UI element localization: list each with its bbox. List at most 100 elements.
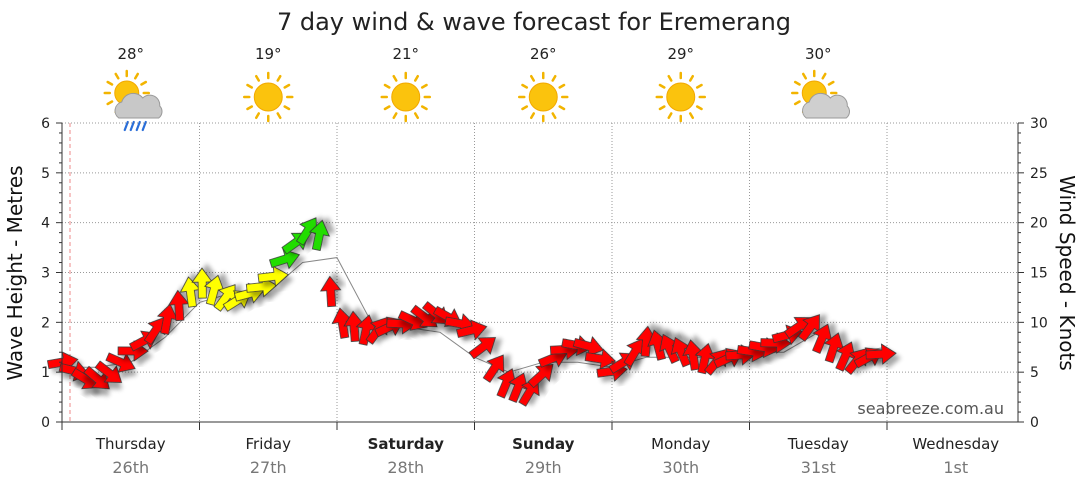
right-axis-title: Wind Speed - Knots xyxy=(1055,175,1079,371)
right-tick-label: 30 xyxy=(1030,116,1048,132)
sun-ray xyxy=(667,112,673,120)
sun-cloud-icon xyxy=(791,69,850,119)
wind-arrow xyxy=(179,276,202,308)
wind-arrow xyxy=(83,365,110,390)
right-tick-label: 20 xyxy=(1030,216,1048,232)
left-axis-title: Wave Height - Metres xyxy=(3,165,27,380)
left-tick-label: 3 xyxy=(41,266,50,282)
sun-ray xyxy=(558,105,566,111)
left-tick-label: 4 xyxy=(41,216,50,232)
day-date-label: 1st xyxy=(943,458,968,477)
sun-ray xyxy=(695,83,703,89)
axes: 0 1 2 3 4 5 6 0 5 10 15 20 25 30 Thursday 26th Friday 27t… xyxy=(41,116,1048,477)
rain-drop xyxy=(123,120,129,132)
wind-arrow xyxy=(94,360,123,383)
sun-ray xyxy=(283,105,291,111)
day-date-label: 28th xyxy=(387,458,424,477)
temperature-label: 21° xyxy=(392,45,419,63)
sun-ray xyxy=(551,74,557,82)
sun-disc xyxy=(666,82,696,112)
sun-ray xyxy=(689,74,694,82)
rain-drop xyxy=(129,120,135,132)
day-name-label: Monday xyxy=(651,435,710,453)
chart-title: 7 day wind & wave forecast for Eremerang xyxy=(277,8,791,36)
sun-disc xyxy=(253,82,283,112)
sun-disc xyxy=(528,82,558,112)
wind-arrow xyxy=(203,274,225,306)
wind-arrow xyxy=(191,267,213,299)
wind-arrow xyxy=(319,275,342,308)
day-date-label: 31st xyxy=(801,458,836,477)
sun-ray xyxy=(521,83,529,89)
sun-ray xyxy=(530,74,535,82)
right-tick-label: 25 xyxy=(1030,166,1048,182)
wind-arrow xyxy=(823,332,845,364)
temperature-label: 29° xyxy=(667,45,694,63)
day-name-label: Friday xyxy=(246,435,292,453)
wind-arrow xyxy=(508,372,529,403)
sun-ray xyxy=(658,105,666,111)
wind-arrow xyxy=(496,368,517,399)
right-tick-label: 0 xyxy=(1030,415,1039,431)
wind-arrows xyxy=(47,217,897,407)
wind-arrow xyxy=(835,341,856,372)
wind-arrow xyxy=(331,307,353,339)
wind-arrow xyxy=(105,352,136,373)
sun-cloud-rain-icon xyxy=(103,69,163,132)
sun-ray xyxy=(114,72,120,80)
sun-ray xyxy=(276,112,282,120)
sun-ray xyxy=(383,105,391,111)
rain-drop xyxy=(135,120,141,132)
sun-ray xyxy=(821,72,827,80)
sun-ray xyxy=(392,74,398,82)
sun-ray xyxy=(558,83,566,89)
sun-ray xyxy=(551,112,557,120)
day-date-label: 30th xyxy=(662,458,699,477)
forecast-icons: 28° 19° 21° 26° 29° 30° xyxy=(103,45,850,132)
cloud-shape xyxy=(114,92,163,119)
sun-ray xyxy=(246,105,254,111)
wind-arrow xyxy=(812,323,833,354)
wind-arrow xyxy=(527,363,554,389)
cloud-shape xyxy=(802,92,850,119)
wind-arrow xyxy=(797,314,820,342)
sun-icon xyxy=(243,71,294,123)
sun-ray xyxy=(255,74,260,82)
sun-ray xyxy=(134,72,139,80)
sun-ray xyxy=(420,83,428,89)
wind-arrow xyxy=(468,337,497,360)
sun-ray xyxy=(383,83,391,89)
temperature-label: 26° xyxy=(530,45,557,63)
right-tick-label: 15 xyxy=(1030,266,1048,282)
wind-arrow xyxy=(456,319,488,341)
wind-arrow xyxy=(410,304,438,328)
sun-ray xyxy=(695,105,703,111)
temperature-label: 19° xyxy=(255,45,282,63)
sun-ray xyxy=(392,112,398,120)
wind-arrow xyxy=(572,336,605,357)
temperature-label: 30° xyxy=(805,45,832,63)
sun-ray xyxy=(414,74,419,82)
wind-arrow xyxy=(343,310,365,342)
sun-ray xyxy=(793,100,801,106)
left-tick-label: 1 xyxy=(41,365,50,381)
day-date-label: 27th xyxy=(250,458,287,477)
sun-ray xyxy=(521,105,529,111)
sun-ray xyxy=(658,83,666,89)
right-tick-label: 5 xyxy=(1030,365,1039,381)
sun-ray xyxy=(255,112,260,120)
sun-icon xyxy=(518,71,569,123)
temperature-label: 28° xyxy=(117,45,144,63)
sun-ray xyxy=(140,80,148,86)
sun-disc xyxy=(391,82,421,112)
day-name-label: Wednesday xyxy=(912,435,999,453)
right-tick-label: 10 xyxy=(1030,315,1048,331)
wind-arrow xyxy=(584,348,617,370)
wind-arrow xyxy=(308,219,330,251)
wind-arrow xyxy=(635,325,658,358)
day-name-label: Saturday xyxy=(368,435,445,453)
sun-ray xyxy=(106,100,114,106)
sun-ray xyxy=(827,80,835,86)
sun-ray xyxy=(246,83,254,89)
